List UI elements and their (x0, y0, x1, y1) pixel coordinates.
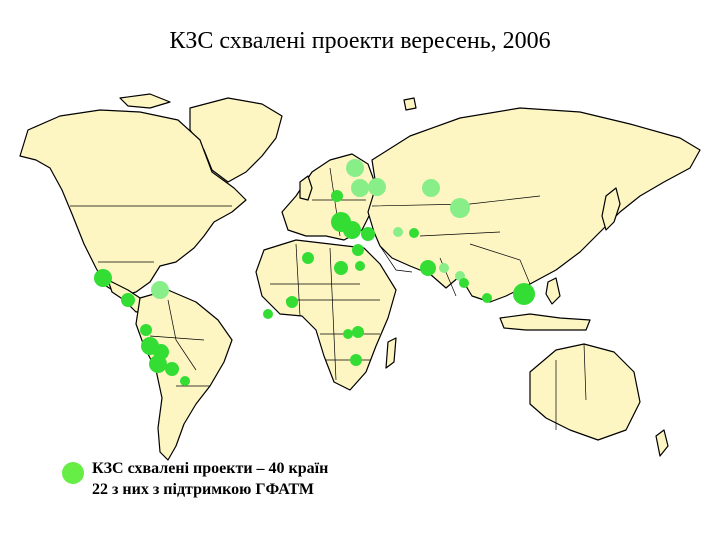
project-marker (149, 355, 167, 373)
project-marker (450, 198, 470, 218)
project-marker (350, 354, 362, 366)
land-australia (529, 343, 641, 441)
project-marker (302, 252, 314, 264)
project-marker (422, 179, 440, 197)
project-marker (331, 190, 343, 202)
project-marker (513, 283, 535, 305)
land-africa (255, 239, 397, 391)
project-marker (286, 296, 298, 308)
project-marker (334, 261, 348, 275)
project-marker (151, 281, 169, 299)
project-marker (180, 376, 190, 386)
project-markers (94, 159, 535, 386)
project-marker (352, 326, 364, 338)
land-madagascar (385, 337, 397, 369)
project-marker (439, 263, 449, 273)
map-legend: КЗС схвалені проекти – 40 країн 22 з них… (62, 456, 482, 506)
project-marker (393, 227, 403, 237)
project-marker (343, 329, 353, 339)
project-marker (343, 221, 361, 239)
land-new-zealand (655, 429, 669, 457)
project-marker (263, 309, 273, 319)
legend-gfatm-support: 22 з них з підтримкою ГФАТМ (92, 481, 314, 498)
land-svalbard (403, 97, 417, 111)
land-uk (299, 175, 313, 201)
project-marker (355, 261, 365, 271)
project-marker (121, 293, 135, 307)
land-japan (601, 187, 621, 231)
project-marker (165, 362, 179, 376)
project-marker (459, 278, 469, 288)
project-marker (346, 159, 364, 177)
land-south-america (135, 289, 233, 461)
land-philippines (545, 277, 561, 305)
land-north-america (19, 109, 247, 297)
map-title: КЗС схвалені проекти вересень, 2006 (169, 28, 551, 54)
project-marker (420, 260, 436, 276)
project-marker (94, 269, 112, 287)
legend-approved-projects: КЗС схвалені проекти – 40 країн (92, 460, 329, 477)
project-marker (482, 293, 492, 303)
land-asia (367, 107, 701, 303)
legend-marker (62, 462, 84, 484)
project-marker (409, 228, 419, 238)
project-marker (368, 178, 386, 196)
project-marker (361, 227, 375, 241)
project-marker (140, 324, 152, 336)
project-marker (352, 244, 364, 256)
project-marker (351, 179, 369, 197)
land-arctic-islands (119, 93, 171, 109)
land-indonesia (499, 313, 591, 331)
